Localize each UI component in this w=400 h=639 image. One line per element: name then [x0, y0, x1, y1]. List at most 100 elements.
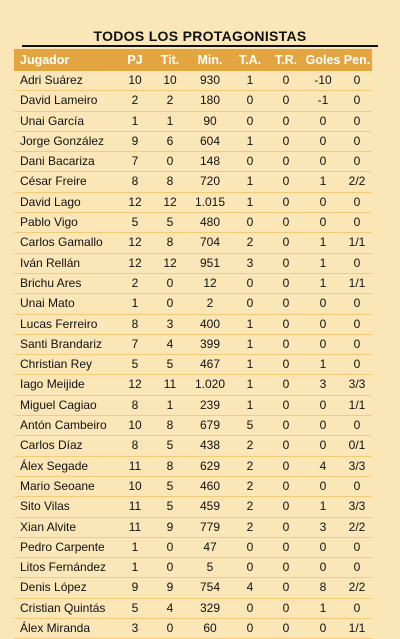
pen-value: 0	[353, 336, 361, 351]
column-header-min: Min.	[197, 53, 223, 67]
tit-value: 9	[166, 580, 174, 595]
table-row: Lucas Ferreiro 8 3 400 1 0 0 0	[14, 314, 372, 335]
goals-value: 1	[319, 600, 327, 615]
min-value: 459	[199, 499, 221, 514]
goals-value: 0	[319, 316, 327, 331]
player-name: David Lago	[20, 194, 81, 209]
player-name: Pablo Vigo	[20, 215, 78, 230]
player-name: Santi Brandariz	[20, 336, 103, 351]
ta-value: 2	[246, 478, 254, 493]
goals-value: 0	[319, 621, 327, 636]
goals-value: 1	[319, 235, 327, 250]
pj-value: 11	[128, 519, 142, 534]
goals-value: 0	[319, 336, 327, 351]
min-value: 399	[199, 336, 221, 351]
min-value: 180	[199, 93, 221, 108]
pj-value: 12	[128, 377, 142, 392]
column-header-tit: Tit.	[160, 53, 180, 67]
goals-value: 0	[319, 215, 327, 230]
tit-value: 5	[166, 478, 174, 493]
tit-value: 5	[166, 215, 174, 230]
table-row: Unai García 1 1 90 0 0 0 0	[14, 111, 372, 132]
pj-value: 11	[128, 458, 142, 473]
pj-value: 3	[131, 621, 139, 636]
ta-value: 1	[246, 336, 254, 351]
min-value: 951	[199, 255, 221, 270]
column-header-pj: PJ	[127, 53, 143, 67]
pj-value: 5	[131, 215, 139, 230]
goals-value: 0	[319, 154, 327, 169]
pen-value: 0	[353, 357, 361, 372]
table-row: Sito Vilas 11 5 459 2 0 1 3/3	[14, 497, 372, 518]
player-name: Iván Rellán	[20, 255, 81, 270]
table-row: Miguel Cagiao 8 1 239 1 0 0 1/1	[14, 395, 372, 416]
player-name: Antón Cambeiro	[20, 418, 107, 433]
tit-value: 8	[166, 418, 174, 433]
player-stats-table: Jugador PJ Tit. Min. T.A. T.R. Goles Pen…	[14, 49, 372, 639]
min-value: 2	[206, 296, 214, 311]
tit-value: 1	[166, 397, 174, 412]
tit-value: 12	[163, 194, 177, 209]
pj-value: 12	[128, 194, 142, 209]
tit-value: 0	[166, 154, 174, 169]
tit-value: 0	[166, 560, 174, 575]
goals-value: 1	[319, 174, 327, 189]
column-header-pen: Pen.	[343, 53, 371, 67]
pen-value: 1/1	[348, 397, 366, 412]
pj-value: 9	[131, 580, 139, 595]
pj-value: 12	[128, 255, 142, 270]
pen-value: 0/1	[348, 438, 366, 453]
pj-value: 8	[131, 438, 139, 453]
goals-value: 0	[319, 397, 327, 412]
table-header: Jugador PJ Tit. Min. T.A. T.R. Goles Pen…	[14, 49, 372, 71]
player-name: Carlos Díaz	[20, 438, 83, 453]
player-name: Miguel Cagiao	[20, 397, 97, 412]
goals-value: 1	[319, 357, 327, 372]
tit-value: 0	[166, 296, 174, 311]
pen-value: 0	[353, 154, 361, 169]
ta-value: 1	[246, 357, 254, 372]
page-title: TODOS LOS PROTAGONISTAS	[93, 28, 307, 44]
ta-value: 5	[246, 418, 254, 433]
pj-value: 1	[131, 560, 139, 575]
player-name: Iago Meijide	[20, 377, 85, 392]
table-row: Adri Suárez 10 10 930 1 0 -10 0	[14, 71, 372, 91]
goals-value: 1	[319, 255, 327, 270]
ta-value: 0	[246, 600, 254, 615]
pen-value: 0	[353, 316, 361, 331]
tit-value: 12	[163, 255, 177, 270]
pj-value: 1	[131, 539, 139, 554]
tr-value: 0	[282, 600, 290, 615]
ta-value: 1	[246, 133, 254, 148]
pj-value: 11	[128, 499, 142, 514]
table-row: Cristian Quintás 5 4 329 0 0 1 0	[14, 598, 372, 619]
goals-value: 0	[319, 478, 327, 493]
pj-value: 7	[131, 154, 139, 169]
pen-value: 3/3	[348, 377, 366, 392]
tr-value: 0	[282, 93, 290, 108]
ta-value: 0	[246, 275, 254, 290]
player-name: Mario Seoane	[20, 478, 95, 493]
tr-value: 0	[282, 154, 290, 169]
tr-value: 0	[282, 519, 290, 534]
goals-value: 0	[319, 418, 327, 433]
min-value: 47	[203, 539, 217, 554]
pen-value: 0	[353, 560, 361, 575]
player-name: Sito Vilas	[20, 499, 70, 514]
table-row: César Freire 8 8 720 1 0 1 2/2	[14, 172, 372, 193]
pen-value: 0	[353, 215, 361, 230]
title-divider	[22, 45, 378, 47]
player-name: Lucas Ferreiro	[20, 316, 98, 331]
tr-value: 0	[282, 478, 290, 493]
goals-value: 0	[319, 113, 327, 128]
table-row: David Lameiro 2 2 180 0 0 -1 0	[14, 91, 372, 112]
goals-value: 0	[319, 560, 327, 575]
tit-value: 6	[166, 133, 174, 148]
table-row: Christian Rey 5 5 467 1 0 1 0	[14, 355, 372, 375]
pj-value: 8	[131, 174, 139, 189]
goals-value: 1	[319, 275, 327, 290]
tr-value: 0	[282, 418, 290, 433]
table-body: Adri Suárez 10 10 930 1 0 -10 0 David Lameiro 2 2 1…	[14, 71, 372, 639]
min-value: 754	[199, 580, 221, 595]
